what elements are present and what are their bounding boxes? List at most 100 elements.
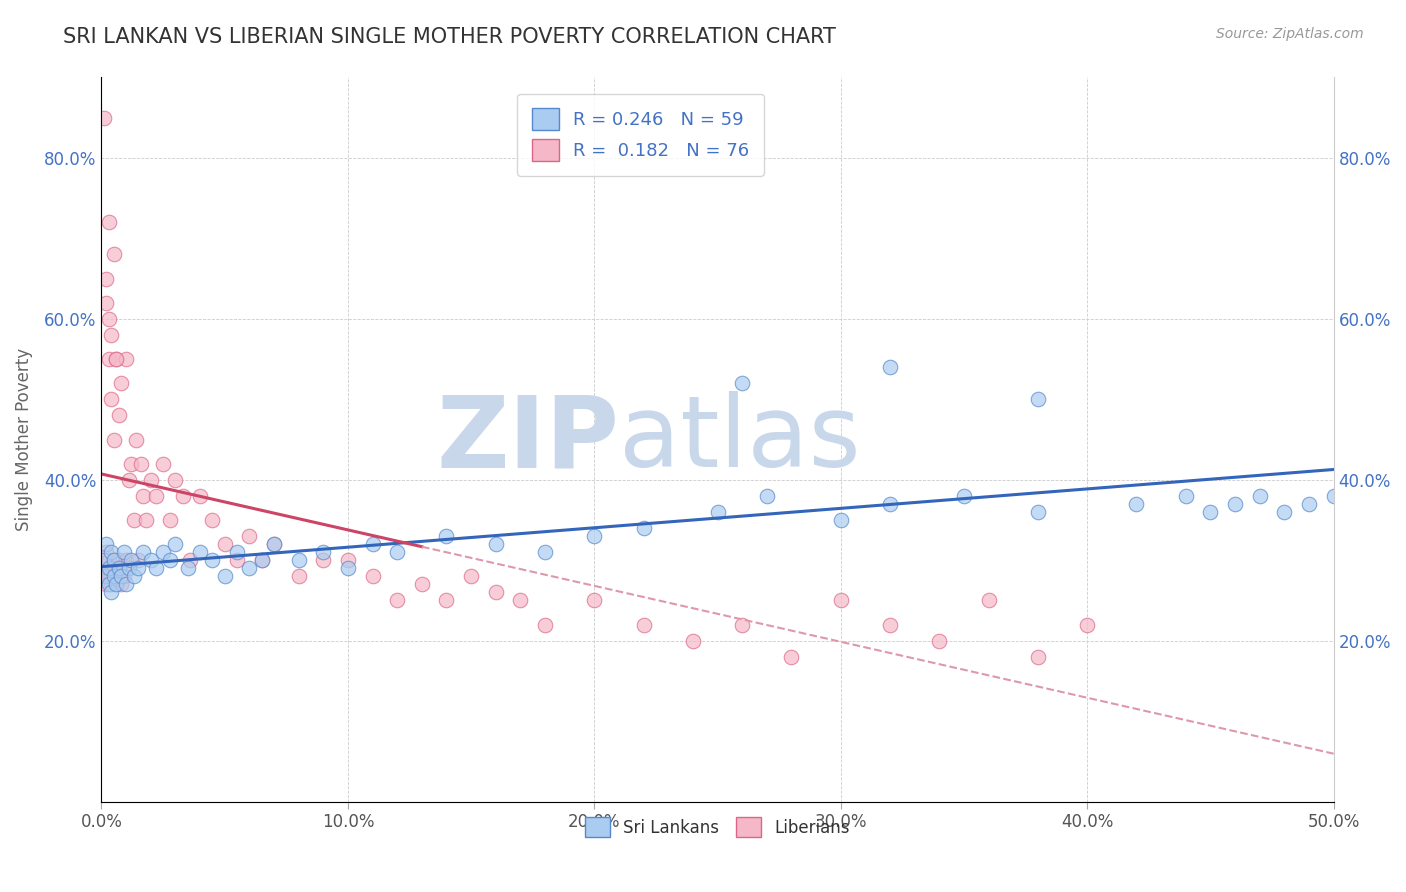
Point (830, 593, 852, 607)
Point (122, 569, 145, 583)
Point (159, 513, 181, 527)
Point (125, 433, 148, 447)
Point (731, 376, 754, 391)
Point (110, 376, 132, 391)
Point (105, 569, 128, 583)
Point (250, 553, 273, 567)
Point (96, 271, 118, 285)
Point (93, 111, 115, 125)
Point (509, 593, 531, 607)
Point (115, 577, 138, 591)
Point (436, 529, 458, 543)
Point (103, 247, 125, 261)
Point (928, 633, 950, 648)
Point (100, 577, 122, 591)
Point (485, 585, 508, 599)
Point (100, 392, 122, 407)
Point (1026, 392, 1049, 407)
Point (312, 545, 335, 559)
Point (112, 569, 135, 583)
Point (100, 327, 122, 342)
Point (97, 215, 120, 229)
Point (177, 561, 200, 575)
Point (1076, 617, 1098, 632)
Point (97, 311, 120, 326)
Point (93, 553, 115, 567)
Point (100, 569, 122, 583)
Point (1026, 505, 1049, 519)
Point (1272, 505, 1295, 519)
Point (830, 513, 852, 527)
Point (96, 545, 118, 559)
Point (112, 545, 135, 559)
Point (731, 617, 754, 632)
Point (188, 489, 211, 503)
Point (96, 295, 118, 310)
Point (93, 561, 115, 575)
Point (127, 553, 149, 567)
Point (97, 553, 120, 567)
Text: Source: ZipAtlas.com: Source: ZipAtlas.com (1216, 27, 1364, 41)
Point (583, 529, 606, 543)
Point (103, 433, 125, 447)
Text: SRI LANKAN VS LIBERIAN SINGLE MOTHER POVERTY CORRELATION CHART: SRI LANKAN VS LIBERIAN SINGLE MOTHER POV… (63, 27, 837, 46)
Point (633, 617, 655, 632)
Point (152, 545, 174, 559)
Point (263, 537, 285, 551)
Point (107, 409, 129, 423)
Point (287, 569, 309, 583)
Point (879, 360, 901, 375)
Point (152, 457, 174, 471)
Point (103, 561, 125, 575)
Point (129, 457, 152, 471)
Point (135, 513, 157, 527)
Point (385, 593, 408, 607)
Point (201, 513, 224, 527)
Point (1174, 489, 1197, 503)
Point (780, 649, 803, 664)
Point (201, 553, 224, 567)
Point (250, 553, 273, 567)
Point (107, 561, 129, 575)
Point (385, 545, 408, 559)
Point (117, 561, 139, 575)
Point (1199, 505, 1222, 519)
Point (287, 553, 309, 567)
Point (682, 633, 704, 648)
Point (1298, 497, 1320, 511)
Point (97, 569, 120, 583)
Point (188, 545, 211, 559)
Point (132, 489, 155, 503)
Point (633, 521, 655, 535)
Y-axis label: Single Mother Poverty: Single Mother Poverty (15, 348, 32, 531)
Point (105, 352, 128, 367)
Point (312, 553, 335, 567)
Point (583, 593, 606, 607)
Point (755, 489, 778, 503)
Point (263, 537, 285, 551)
Point (145, 561, 167, 575)
Legend: Sri Lankans, Liberians: Sri Lankans, Liberians (578, 810, 856, 844)
Point (159, 553, 181, 567)
Point (93, 569, 115, 583)
Point (139, 473, 162, 487)
Point (879, 617, 901, 632)
Point (120, 553, 142, 567)
Text: atlas: atlas (619, 391, 860, 488)
Point (1323, 489, 1346, 503)
Point (100, 585, 122, 599)
Point (1223, 497, 1246, 511)
Point (107, 553, 129, 567)
Point (1026, 649, 1049, 664)
Point (110, 577, 132, 591)
Point (1249, 489, 1271, 503)
Point (411, 577, 433, 591)
Point (361, 569, 384, 583)
Point (127, 561, 149, 575)
Point (105, 352, 128, 367)
Point (1125, 497, 1147, 511)
Point (132, 545, 155, 559)
Point (97, 561, 120, 575)
Point (953, 489, 976, 503)
Point (96, 577, 118, 591)
